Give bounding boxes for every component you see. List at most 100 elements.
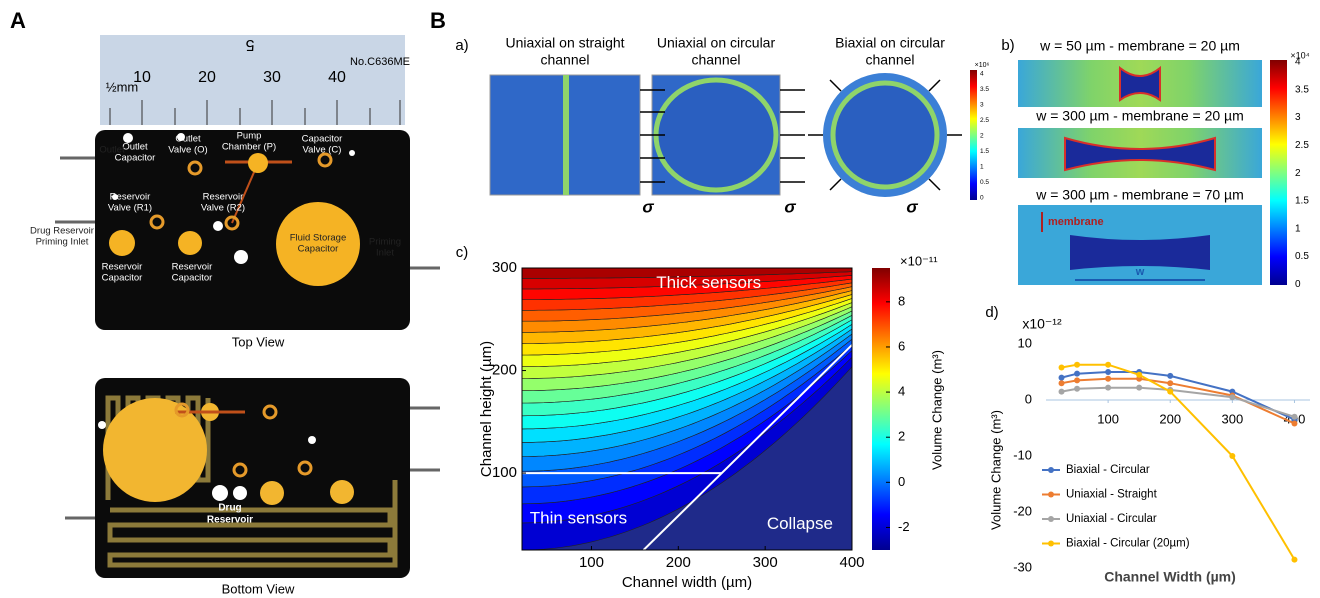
sigma: σ bbox=[784, 197, 796, 216]
multiplier: x10⁻¹² bbox=[1022, 316, 1062, 332]
x-tick-label: 100 bbox=[1097, 411, 1119, 426]
data-point bbox=[1059, 380, 1065, 386]
legend-label: Biaxial - Circular bbox=[1066, 464, 1150, 476]
diagram-title: Uniaxial on straight bbox=[505, 35, 624, 51]
x-axis-label: Channel Width (µm) bbox=[1104, 569, 1236, 585]
legend-label: Uniaxial - Circular bbox=[1066, 513, 1157, 525]
board-label: Valve (R1) bbox=[108, 203, 152, 214]
board-label: Drug Reservoir bbox=[30, 226, 94, 237]
colorbar-tick: 0 bbox=[980, 195, 984, 202]
diagram-title: Uniaxial on circular bbox=[657, 35, 776, 51]
colorbar-tick: 2.5 bbox=[1295, 140, 1309, 151]
legend-marker bbox=[1048, 492, 1054, 498]
membrane-strips bbox=[1018, 60, 1287, 285]
data-point bbox=[1074, 362, 1080, 368]
ruler-number: 30 bbox=[263, 69, 281, 86]
data-point bbox=[1074, 386, 1080, 392]
caption: Top View bbox=[232, 334, 285, 349]
colorbar-tick-label: 6 bbox=[898, 338, 905, 353]
colorbar-tick: 1 bbox=[1295, 223, 1301, 234]
series-line bbox=[1062, 365, 1295, 560]
ruler-number: 40 bbox=[328, 69, 346, 86]
annotation: w bbox=[1135, 266, 1145, 278]
panel-label: c) bbox=[456, 244, 469, 261]
colorbar-tick: 3 bbox=[980, 102, 984, 109]
legend-label: Biaxial - Circular (20µm) bbox=[1066, 538, 1190, 550]
board-label: Reservoir bbox=[102, 262, 143, 273]
board-label: Chamber (P) bbox=[222, 142, 276, 153]
data-point bbox=[1105, 376, 1111, 382]
colorbar-tick: 2 bbox=[1295, 168, 1301, 179]
colorbar-tick: 2 bbox=[980, 133, 984, 140]
y-tick-label: 10 bbox=[1018, 335, 1032, 350]
y-axis-label: Channel height (µm) bbox=[478, 341, 495, 477]
board-label: Outlet bbox=[122, 142, 148, 153]
data-point bbox=[1059, 375, 1065, 381]
x-tick-label: 300 bbox=[753, 554, 778, 571]
strip-title: w = 300 µm - membrane = 20 µm bbox=[1035, 108, 1244, 124]
legend-marker bbox=[1048, 541, 1054, 547]
stress-diagrams bbox=[490, 70, 977, 200]
data-point bbox=[1074, 377, 1080, 383]
data-point bbox=[1136, 372, 1142, 378]
diagram-title: channel bbox=[691, 52, 740, 68]
colorbar-tick: 0.5 bbox=[980, 179, 989, 186]
colorbar-tick-label: 4 bbox=[898, 384, 905, 399]
y-tick-label: -30 bbox=[1013, 559, 1032, 574]
board-label: Drug bbox=[218, 503, 241, 514]
colorbar-tick-label: -2 bbox=[898, 519, 910, 534]
board-label: Priming Inlet bbox=[36, 237, 89, 248]
data-point bbox=[1074, 371, 1080, 377]
data-point bbox=[1167, 380, 1173, 386]
sigma: σ bbox=[906, 197, 918, 216]
y-tick-label: 0 bbox=[1025, 391, 1032, 406]
annotation: Thin sensors bbox=[530, 509, 627, 528]
data-point bbox=[1291, 421, 1297, 427]
data-point bbox=[1291, 557, 1297, 563]
colorbar-tick: 0 bbox=[1295, 279, 1301, 290]
legend-marker bbox=[1048, 516, 1054, 522]
board-label: Outlet bbox=[175, 134, 201, 145]
page: Figure {"figure":{ "panel_a":{"label":"A… bbox=[0, 0, 1320, 598]
board-label: Reservoir bbox=[172, 262, 213, 273]
diagram-title: Biaxial on circular bbox=[835, 35, 945, 51]
board-label: Capacitor bbox=[172, 273, 213, 284]
ruler-number: 20 bbox=[198, 69, 216, 86]
data-point bbox=[1229, 453, 1235, 459]
colorbar bbox=[872, 268, 890, 550]
annotation: Collapse bbox=[767, 514, 833, 533]
data-point bbox=[1105, 362, 1111, 368]
figure: A10203040½mmNo.C636ME5OutletCapacitorOut… bbox=[0, 0, 1320, 598]
board-label: Capacitor bbox=[298, 244, 339, 255]
colorbar-tick: 1 bbox=[980, 164, 984, 171]
legend-marker bbox=[1048, 467, 1054, 473]
colorbar-tick: 3.5 bbox=[980, 86, 989, 93]
colorbar-label: Volume Change (m³) bbox=[929, 350, 944, 470]
colorbar-tick: 2.5 bbox=[980, 117, 989, 124]
data-point bbox=[1136, 385, 1142, 391]
ruler-mark: 5 bbox=[245, 36, 254, 53]
annotation: Thick sensors bbox=[656, 273, 761, 292]
colorbar-tick: 1.5 bbox=[980, 148, 989, 155]
data-point bbox=[1229, 394, 1235, 400]
panel-label: A bbox=[10, 8, 26, 33]
y-tick-label: -10 bbox=[1013, 447, 1032, 462]
data-point bbox=[1167, 373, 1173, 379]
colorbar-tick-label: 2 bbox=[898, 429, 905, 444]
colorbar-tick: 4 bbox=[1295, 57, 1301, 68]
board-label: Reservoir bbox=[110, 192, 151, 203]
ruler-unit: ½mm bbox=[106, 79, 139, 94]
panel-label: B bbox=[430, 8, 446, 33]
data-point bbox=[1059, 389, 1065, 395]
data-point bbox=[1105, 369, 1111, 375]
strip-title: w = 50 µm - membrane = 20 µm bbox=[1039, 38, 1240, 54]
colorbar-tick-label: 0 bbox=[898, 474, 905, 489]
legend-label: Uniaxial - Straight bbox=[1066, 489, 1158, 501]
caption: Bottom View bbox=[222, 581, 295, 596]
x-tick-label: 300 bbox=[1222, 411, 1244, 426]
board-label: Fluid Storage bbox=[290, 233, 347, 244]
colorbar-tick-label: 8 bbox=[898, 293, 905, 308]
data-point bbox=[1291, 414, 1297, 420]
board-label: Outlet bbox=[99, 145, 125, 156]
body: A10203040½mmNo.C636ME5OutletCapacitorOut… bbox=[0, 0, 1320, 598]
